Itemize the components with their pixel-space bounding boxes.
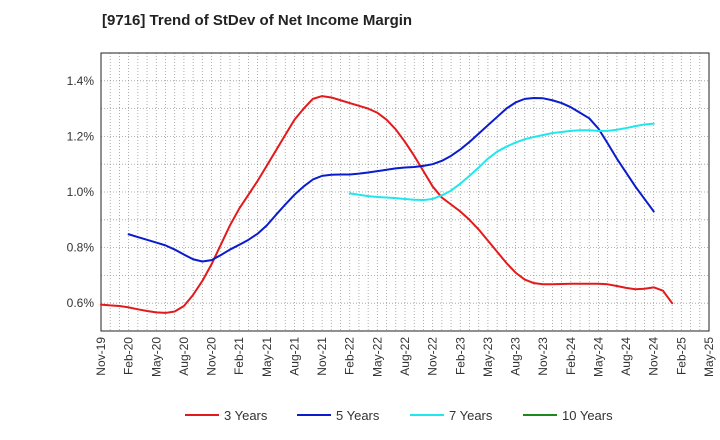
x-tick-label: May-20 [149, 337, 163, 377]
x-tick-label: Feb-20 [122, 337, 136, 375]
legend-label: 7 Years [449, 408, 493, 423]
x-tick-label: May-25 [702, 337, 716, 377]
x-tick-label: Aug-20 [177, 337, 191, 376]
series-line-7-years [348, 122, 655, 202]
x-tick-label: Aug-21 [287, 337, 301, 376]
series-line-5-years [127, 97, 655, 263]
x-tick-label: Aug-23 [509, 337, 523, 376]
x-tick-label: Nov-19 [94, 337, 108, 376]
legend-label: 3 Years [224, 408, 268, 423]
x-tick-label: May-21 [260, 337, 274, 377]
x-tick-label: Nov-21 [315, 337, 329, 376]
x-tick-label: Nov-24 [647, 337, 661, 376]
series [100, 95, 674, 314]
y-tick-label: 0.6% [67, 296, 95, 310]
x-tick-label: Nov-20 [205, 337, 219, 376]
y-tick-label: 1.0% [67, 185, 95, 199]
x-tick-label: Feb-23 [453, 337, 467, 375]
legend: 3 Years 5 Years 7 Years 10 Years [185, 408, 613, 423]
x-tick-label: Aug-22 [398, 337, 412, 376]
plot-frame [100, 52, 710, 332]
chart-title: [9716] Trend of StDev of Net Income Marg… [102, 12, 413, 29]
y-tick-label: 1.4% [67, 74, 95, 88]
x-tick-label: Feb-21 [232, 337, 246, 375]
legend-label: 5 Years [336, 408, 380, 423]
y-tick-label: 0.8% [67, 241, 95, 255]
x-tick-label: Feb-24 [564, 337, 578, 375]
x-tick-label: Feb-25 [674, 337, 688, 375]
x-tick-label: Nov-23 [536, 337, 550, 376]
x-axis-ticks: Nov-19 Feb-20 May-20 Aug-20 Nov-20 Feb-21 May-… [94, 337, 716, 377]
x-tick-label: May-22 [370, 337, 384, 377]
grid [101, 53, 709, 331]
x-tick-label: Nov-22 [426, 337, 440, 376]
series-line-3-years [100, 95, 674, 314]
x-tick-label: May-23 [481, 337, 495, 377]
x-tick-label: Feb-22 [343, 337, 357, 375]
y-tick-label: 1.2% [67, 129, 95, 143]
y-axis-ticks: 0.6% 0.8% 1.0% 1.2% 1.4% [67, 74, 95, 310]
x-tick-label: Aug-24 [619, 337, 633, 376]
x-tick-label: May-24 [591, 337, 605, 377]
legend-label: 10 Years [562, 408, 613, 423]
